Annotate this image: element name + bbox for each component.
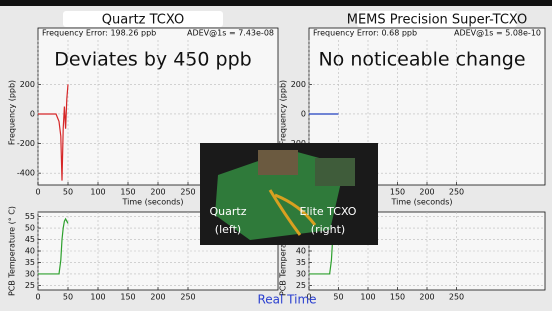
x-tick-label: 0	[35, 188, 40, 197]
x-tick-label: 150	[120, 188, 135, 197]
frequency-error: Frequency Error: 198.26 ppb	[42, 29, 156, 38]
panel-title: Quartz TCXO	[102, 13, 184, 28]
x-axis-label: Time (seconds)	[121, 198, 183, 207]
photo: Quartz (left) Elite TCXO (right)	[200, 143, 378, 245]
x-tick-label: 250	[449, 188, 464, 197]
adev: ADEV@1s = 5.08e-10	[454, 29, 541, 38]
photo-caption: Quartz	[210, 205, 247, 218]
x-tick-label: 50	[63, 188, 73, 197]
y-tick-label: 35	[296, 258, 306, 267]
chip	[258, 150, 298, 175]
top-border	[0, 0, 552, 6]
y-axis-label: Frequency (ppb)	[8, 80, 17, 145]
y-tick-label: 0	[301, 109, 306, 118]
photo-caption: (left)	[215, 223, 241, 236]
x-tick-label: 150	[390, 293, 405, 302]
x-tick-label: 200	[419, 293, 434, 302]
x-tick-label: 200	[150, 293, 165, 302]
x-tick-label: 0	[35, 293, 40, 302]
x-tick-label: 100	[360, 293, 375, 302]
y-tick-label: 40	[296, 247, 306, 256]
x-tick-label: 200	[150, 188, 165, 197]
x-tick-label: 50	[63, 293, 73, 302]
y-tick-label: -400	[17, 169, 35, 178]
x-tick-label: 50	[333, 293, 343, 302]
x-tick-label: 250	[449, 293, 464, 302]
x-tick-label: 100	[90, 188, 105, 197]
y-tick-label: 30	[25, 269, 35, 278]
x-tick-label: 250	[180, 293, 195, 302]
frequency-error: Frequency Error: 0.68 ppb	[313, 29, 417, 38]
x-axis-label: Time (seconds)	[390, 198, 452, 207]
y-tick-label: 45	[25, 235, 35, 244]
adev: ADEV@1s = 7.43e-08	[187, 29, 274, 38]
photo-caption: (right)	[311, 223, 345, 236]
y-tick-label: 35	[25, 258, 35, 267]
y-tick-label: 25	[25, 281, 35, 290]
x-tick-label: 150	[390, 188, 405, 197]
y-tick-label: 200	[291, 80, 306, 89]
x-tick-label: 250	[180, 188, 195, 197]
y-tick-label: 25	[296, 281, 306, 290]
screen: Quartz TCXOFrequency Error: 198.26 ppb AD…	[0, 0, 552, 311]
y-axis-label: PCB Temperature (° C)	[8, 206, 17, 296]
y-tick-label: 0	[30, 109, 35, 118]
y-tick-label: 30	[296, 269, 306, 278]
x-tick-label: 200	[419, 188, 434, 197]
x-tick-label: 150	[120, 293, 135, 302]
y-tick-label: 200	[20, 80, 35, 89]
photo-caption: Elite TCXO	[300, 205, 357, 218]
panel-title: MEMS Precision Super-TCXO	[347, 13, 527, 28]
x-tick-label: 100	[90, 293, 105, 302]
annotation: No noticeable change	[318, 49, 525, 71]
board	[315, 158, 355, 186]
y-tick-label: -200	[17, 139, 35, 148]
y-tick-label: 50	[25, 224, 35, 233]
annotation: Deviates by 450 ppb	[54, 49, 251, 71]
footer: Real Time	[257, 293, 316, 307]
y-axis-label: Frequency (ppb)	[279, 80, 288, 145]
y-tick-label: 40	[25, 247, 35, 256]
y-tick-label: 55	[25, 212, 35, 221]
